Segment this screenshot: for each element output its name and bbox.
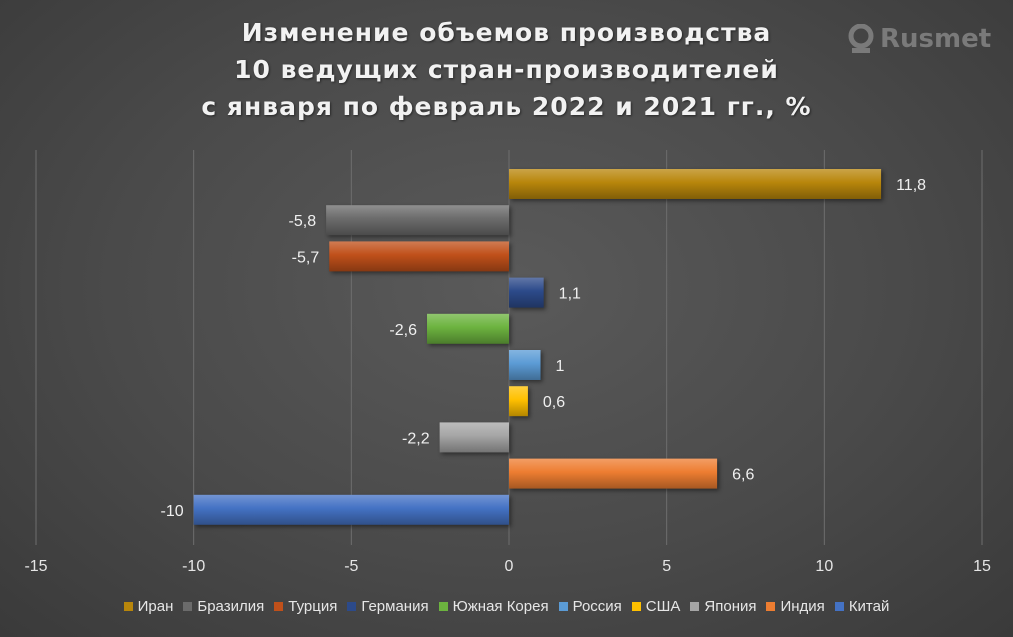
chart-title: Изменение объемов производства 10 ведущи… xyxy=(0,14,1013,125)
legend-swatch xyxy=(690,602,700,611)
bar xyxy=(193,494,509,525)
data-label: 1 xyxy=(556,358,565,375)
x-tick-label: 15 xyxy=(973,558,991,575)
legend-swatch xyxy=(123,602,133,611)
legend-swatch xyxy=(558,602,568,611)
bar xyxy=(439,422,509,453)
legend-item: Бразилия xyxy=(183,598,264,615)
legend-item: Иран xyxy=(123,598,174,615)
data-label: -5,7 xyxy=(292,249,320,266)
bar xyxy=(326,205,509,236)
legend-item: Индия xyxy=(766,598,825,615)
legend-label: Турция xyxy=(288,598,338,615)
legend-item: Южная Корея xyxy=(438,598,549,615)
legend-swatch xyxy=(631,602,641,611)
legend-label: Южная Корея xyxy=(452,598,549,615)
legend-item: Япония xyxy=(690,598,756,615)
legend-label: Китай xyxy=(848,598,890,615)
x-tick-label: 10 xyxy=(815,558,833,575)
bar xyxy=(329,241,509,272)
bars xyxy=(193,169,882,525)
bar xyxy=(509,458,718,489)
legend-item: США xyxy=(631,598,681,615)
legend-label: Япония xyxy=(704,598,757,615)
legend-swatch xyxy=(183,602,193,611)
x-tick-label: -5 xyxy=(344,558,358,575)
legend-label: США xyxy=(645,598,681,615)
data-label: 11,8 xyxy=(896,177,926,194)
x-axis-ticks: -15 -10 -5 0 5 10 15 xyxy=(24,558,991,575)
bar xyxy=(509,350,541,380)
data-label: 1,1 xyxy=(559,286,581,303)
rusmet-logo-icon xyxy=(848,24,874,53)
legend: Иран Бразилия Турция Германия Южная Корея Рос… xyxy=(0,598,1013,615)
legend-label: Германия xyxy=(361,598,429,615)
title-line-3: с января по февраль 2022 и 2021 гг., % xyxy=(201,92,812,121)
rusmet-logo: Rusmet xyxy=(848,24,991,54)
title-line-1: Изменение объемов производства xyxy=(241,18,772,47)
legend-swatch xyxy=(347,602,357,611)
bar xyxy=(427,313,509,344)
legend-label: Бразилия xyxy=(197,598,265,615)
legend-swatch xyxy=(766,602,776,611)
legend-item: Турция xyxy=(274,598,337,615)
bar xyxy=(509,277,544,308)
legend-label: Иран xyxy=(137,598,174,615)
legend-swatch xyxy=(834,602,844,611)
legend-swatch xyxy=(274,602,284,611)
data-label: -2,6 xyxy=(389,322,417,339)
legend-label: Индия xyxy=(780,598,825,615)
data-label: 0,6 xyxy=(543,394,565,411)
bar xyxy=(509,386,528,417)
data-labels: 11,8 -5,8 -5,7 1,1 -2,6 1 0,6 -2,2 6,6 -10 xyxy=(161,177,927,520)
legend-label: Россия xyxy=(572,598,622,615)
x-tick-label: -15 xyxy=(24,558,47,575)
x-tick-label: -10 xyxy=(182,558,205,575)
legend-swatch xyxy=(438,602,448,611)
legend-item: Китай xyxy=(834,598,890,615)
data-label: -5,8 xyxy=(289,213,317,230)
x-tick-label: 0 xyxy=(505,558,514,575)
data-label: 6,6 xyxy=(732,467,754,484)
data-label: -2,2 xyxy=(402,430,430,447)
legend-item: Германия xyxy=(347,598,429,615)
data-label: -10 xyxy=(161,503,184,520)
rusmet-logo-text: Rusmet xyxy=(880,24,992,54)
legend-item: Россия xyxy=(558,598,622,615)
title-line-2: 10 ведущих стран-производителей xyxy=(234,55,779,84)
x-tick-label: 5 xyxy=(662,558,671,575)
bar xyxy=(509,169,882,199)
